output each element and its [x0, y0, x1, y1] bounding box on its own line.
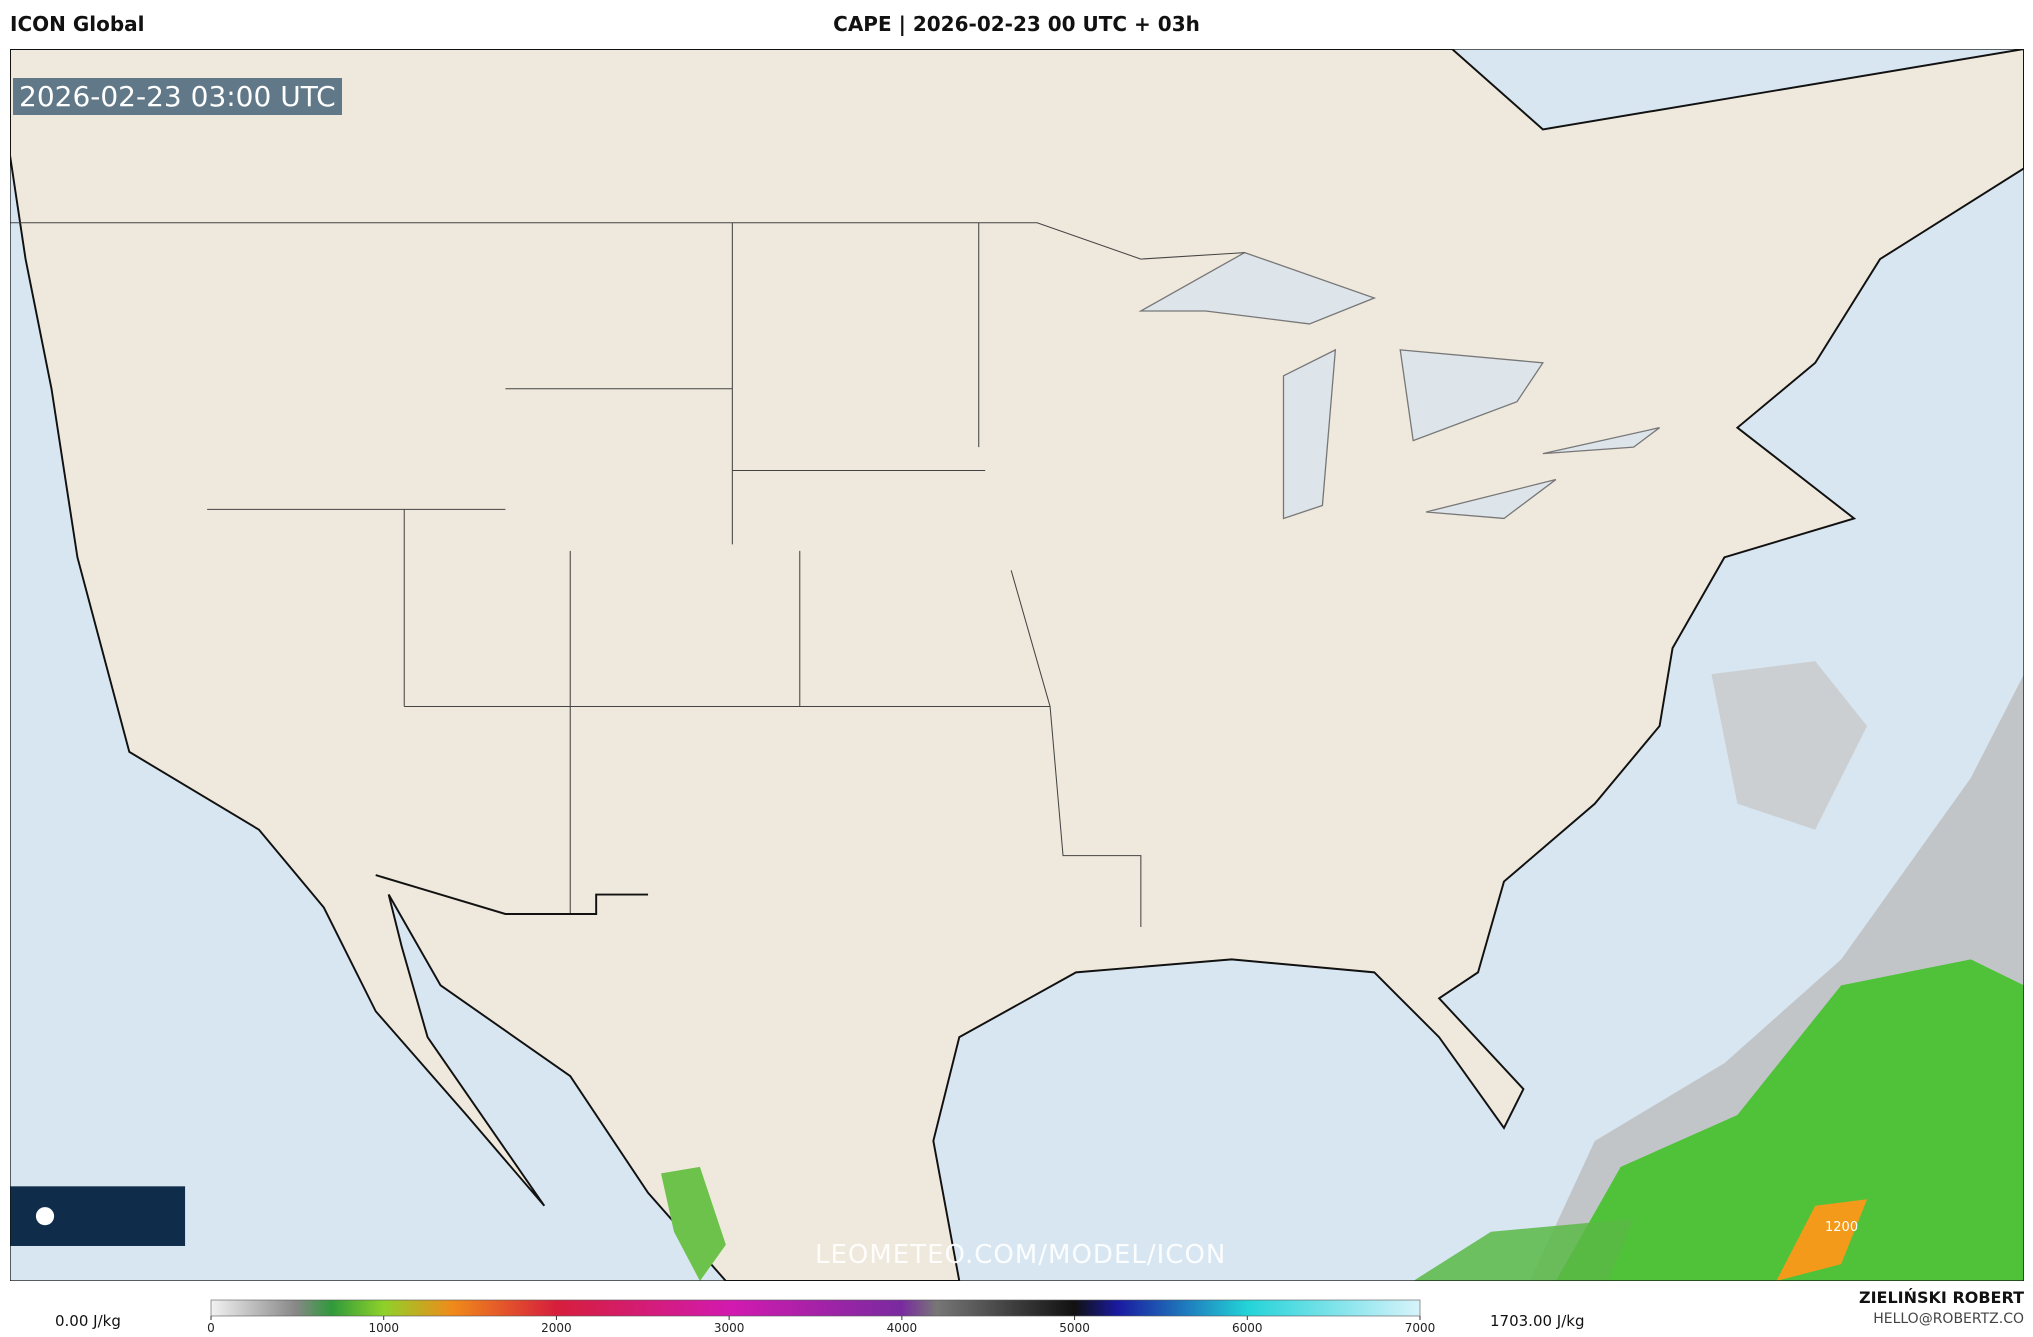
timestamp: 2026-02-23 03:00 UTC: [13, 78, 342, 115]
colorbar-tick-label: 0: [207, 1321, 215, 1335]
max-label: 1703.00 J/kg: [1490, 1312, 1585, 1330]
colorbar-tick-label: 1000: [368, 1321, 399, 1335]
colorbar-tick-label: 3000: [714, 1321, 745, 1335]
email: HELLO@ROBERTZ.CO: [1873, 1311, 2024, 1327]
lakes: [1138, 251, 1660, 520]
contour-label: 1200: [1825, 1220, 1859, 1235]
land: [10, 49, 2024, 1281]
min-label: 0.00 J/kg: [55, 1312, 121, 1330]
colorbar-tick-label: 7000: [1405, 1321, 1436, 1335]
colorbar: 0 1000 2000 3000 4000 5000 6000 7000: [207, 1299, 1436, 1335]
map: [10, 49, 2024, 1281]
model-name: ICON Global: [10, 12, 145, 36]
borders: [10, 222, 1245, 927]
colorbar-tick-label: 6000: [1232, 1321, 1263, 1335]
colorbar-tick-label: 2000: [541, 1321, 572, 1335]
colorbar-tick-label: 4000: [887, 1321, 918, 1335]
map-title: CAPE | 2026-02-23 00 UTC + 03h: [833, 12, 1200, 36]
watermark: LEOMETEO.COM/MODEL/ICON: [815, 1240, 1227, 1270]
colorbar-tick-label: 5000: [1059, 1321, 1090, 1335]
author: ZIELIŃSKI ROBERT: [1858, 1288, 2024, 1307]
logo-icon: [35, 1207, 55, 1226]
cape-field: [661, 661, 2024, 1281]
colorbar-gradient: [210, 1299, 1421, 1317]
